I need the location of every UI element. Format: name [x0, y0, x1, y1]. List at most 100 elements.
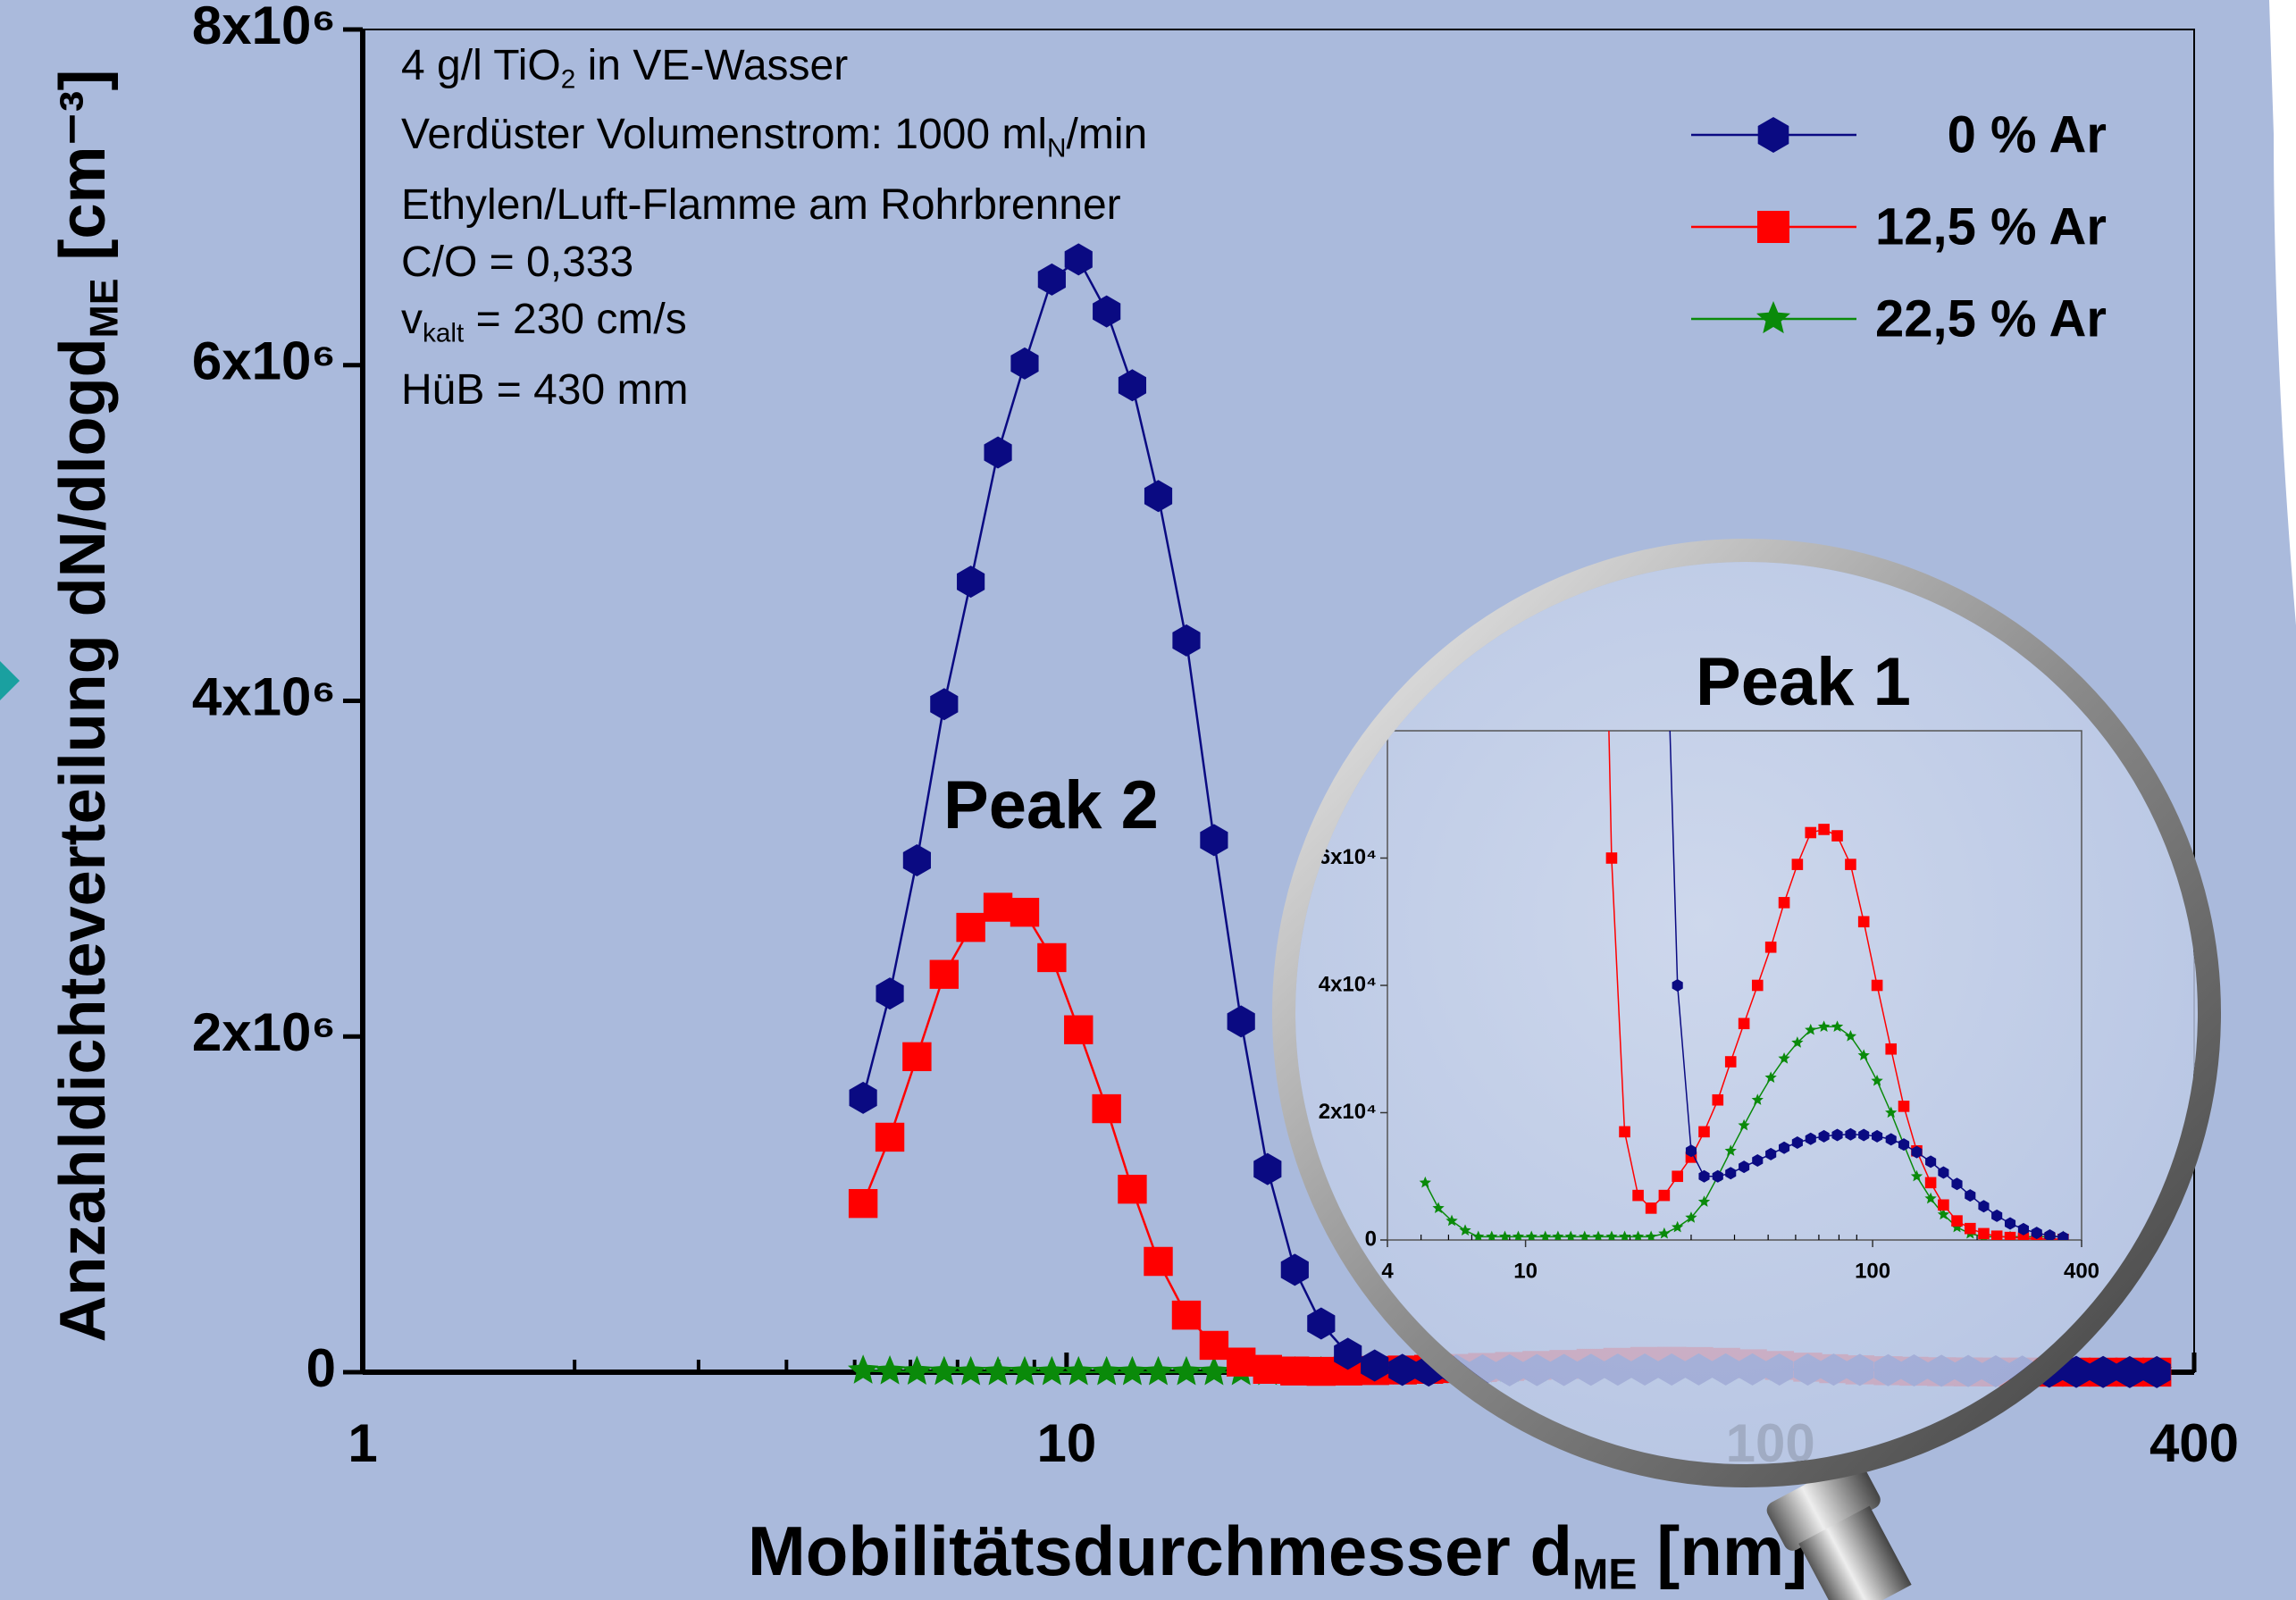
marker [957, 565, 985, 598]
marker [1092, 1356, 1122, 1386]
marker [875, 1355, 905, 1385]
inset-x-tick-label: 100 [1855, 1259, 1890, 1283]
marker [1845, 859, 1856, 870]
marker [1143, 1356, 1173, 1386]
legend-label: 22,5 % Ar [1875, 289, 2107, 348]
inset-x-tick-label: 400 [2064, 1259, 2099, 1283]
marker [1144, 1247, 1172, 1276]
marker [1010, 348, 1038, 380]
marker [1659, 1190, 1671, 1202]
marker [1752, 980, 1764, 992]
marker [903, 844, 931, 876]
annotation: C/O = 0,333 [401, 239, 633, 286]
y-tick-label: 6x10⁶ [192, 331, 336, 391]
marker [984, 436, 1011, 468]
marker [1253, 1153, 1281, 1185]
marker [1646, 1202, 1657, 1214]
marker [956, 913, 985, 942]
text-part: Ethylen/Luft-Flamme am Rohrbrenner [401, 181, 1121, 229]
subscript: N [1047, 133, 1067, 163]
marker [1898, 1101, 1910, 1112]
text-part: Anzahldichteverteilung dN/dlogd [47, 338, 119, 1342]
marker [1228, 1005, 1255, 1037]
legend-marker [1757, 211, 1789, 243]
y-tick-label: 4x10⁶ [192, 666, 336, 726]
marker [902, 1043, 931, 1071]
y-tick-label: 2x10⁶ [192, 1002, 336, 1062]
marker [1858, 916, 1870, 927]
marker [1200, 1331, 1228, 1360]
inset-y-tick-label: 2x10⁴ [1319, 1100, 1377, 1124]
text-part: Mobilitätsdurchmesser d [748, 1512, 1572, 1590]
text-part: C/O = 0,333 [401, 239, 633, 286]
marker [1199, 1356, 1229, 1386]
marker [1172, 624, 1200, 657]
marker [1872, 980, 1883, 992]
marker [1739, 1018, 1750, 1029]
subscript: ME [82, 279, 126, 339]
marker [1619, 1127, 1630, 1138]
inset-y-tick-label: 0 [1365, 1227, 1377, 1251]
marker [1672, 1170, 1683, 1182]
text-part: = 230 cm/s [464, 296, 686, 343]
x-axis-title: Mobilitätsdurchmesser dME [nm] [748, 1512, 1807, 1599]
annotation: Verdüster Volumenstrom: 1000 mlN/min [401, 111, 1147, 163]
marker [1119, 369, 1146, 401]
marker [1978, 1228, 1990, 1240]
y-tick-label: 8x10⁶ [192, 0, 336, 55]
marker [1280, 1356, 1309, 1385]
x-tick-label: 1 [348, 1413, 377, 1473]
marker [1065, 243, 1093, 275]
side-arrow [0, 661, 20, 700]
text-part: /min [1067, 111, 1148, 158]
marker [930, 688, 958, 720]
marker [1092, 1094, 1120, 1123]
marker [1712, 1094, 1723, 1106]
y-axis-title: Anzahldichteverteilung dN/dlogdME [cm⁻³] [47, 70, 126, 1343]
marker [1831, 830, 1843, 842]
marker [1093, 296, 1120, 328]
annotation: Ethylen/Luft-Flamme am Rohrbrenner [401, 181, 1121, 229]
marker [1010, 898, 1039, 926]
marker [956, 1356, 986, 1386]
marker [984, 892, 1012, 921]
marker [876, 977, 903, 1009]
x-tick-label: 400 [2149, 1413, 2239, 1473]
marker [1805, 827, 1816, 839]
marker [1064, 1016, 1093, 1044]
marker [983, 1356, 1013, 1386]
marker [849, 1189, 877, 1218]
marker [1779, 897, 1790, 909]
annotation: vkalt = 230 cm/s [401, 296, 687, 348]
marker [1227, 1348, 1255, 1377]
text-part: 4 g/l TiO [401, 42, 561, 89]
marker [1281, 1253, 1309, 1286]
marker [1818, 824, 1830, 835]
page: {"chart_data": { "type": "line", "x": [5… [0, 0, 2296, 1600]
marker [1765, 942, 1777, 953]
marker [1698, 1127, 1710, 1138]
peak-label: Peak 2 [943, 767, 1159, 843]
text-part: [cm⁻³] [47, 70, 119, 279]
marker [930, 960, 959, 989]
legend-label: 0 % Ar [1948, 105, 2107, 163]
inset-x-tick-label: 4 [1381, 1259, 1394, 1283]
marker [1965, 1223, 1976, 1235]
marker [1792, 859, 1804, 870]
marker [1171, 1356, 1202, 1386]
text-part: v [401, 296, 423, 343]
marker [1606, 852, 1618, 864]
marker [929, 1356, 959, 1386]
subscript: kalt [423, 318, 465, 348]
y-tick-label: 0 [306, 1338, 336, 1398]
legend-marker [1756, 301, 1790, 333]
subscript: ME [1572, 1550, 1638, 1598]
marker [1938, 1200, 1949, 1211]
marker [1037, 943, 1066, 972]
marker [1632, 1190, 1644, 1202]
marker [1659, 533, 1670, 546]
text-part: Verdüster Volumenstrom: 1000 ml [401, 111, 1047, 158]
marker [1118, 1175, 1146, 1203]
inset-y-tick-label: 6x10⁴ [1319, 845, 1377, 869]
legend-marker [1758, 117, 1789, 153]
